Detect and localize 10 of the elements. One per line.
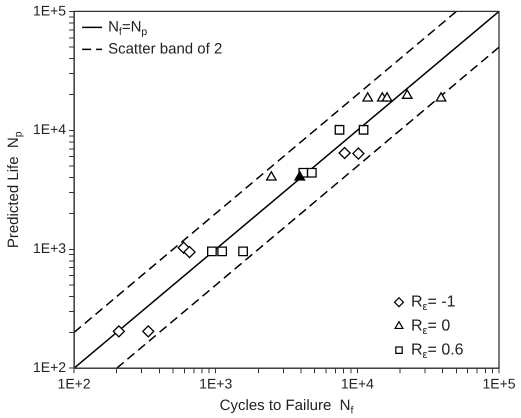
legend-label: Scatter band of 2 <box>108 40 222 58</box>
y-tick-label: 1E+5 <box>32 2 66 18</box>
y-tick-label: 1E+4 <box>32 121 66 138</box>
x-tick-label: 1E+2 <box>58 375 91 392</box>
x-tick-label: 1E+3 <box>199 375 232 392</box>
y-axis-title: Predicted Life Np <box>5 131 24 248</box>
y-tick-label: 1E+2 <box>32 359 66 376</box>
x-tick-label: 1E+5 <box>482 375 516 392</box>
y-tick-label: 1E+3 <box>32 240 66 256</box>
x-tick-label: 1E+4 <box>340 375 374 392</box>
